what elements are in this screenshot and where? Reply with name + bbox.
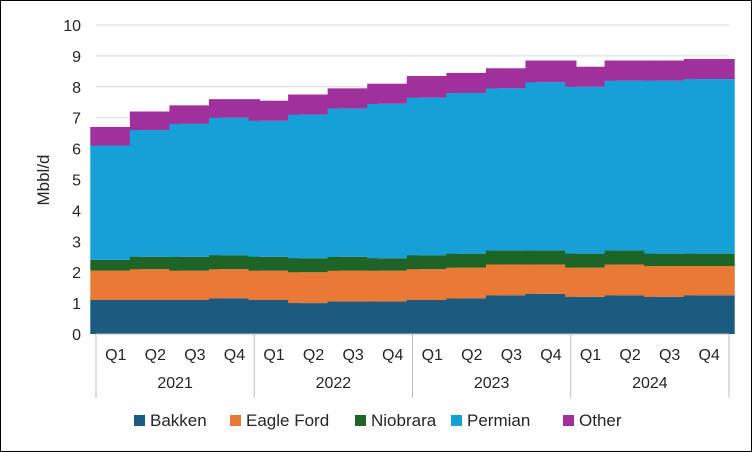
legend-label: Bakken [150,411,207,430]
legend-item-bakken: Bakken [134,411,207,430]
legend-swatch [134,415,145,426]
y-tick-label: 2 [72,265,81,282]
bar-segment-niobrara [90,259,142,271]
bar-segment-other [129,111,181,131]
x-group-label: 2024 [632,375,668,392]
x-tick-label: Q2 [461,347,482,364]
bar-segment-niobrara [169,256,221,271]
legend: Bakken Eagle Ford Niobrara Permian Other [134,411,622,430]
y-tick-label: 3 [72,234,81,251]
bar-segment-other [565,66,617,87]
y-tick-label: 8 [72,80,81,97]
y-tick-label: 6 [72,142,81,159]
legend-label: Niobrara [371,411,437,430]
legend-label: Eagle Ford [246,411,329,430]
x-tick-label: Q3 [501,347,522,364]
y-tick-label: 4 [72,203,81,220]
x-group-label: 2022 [316,375,352,392]
bar-segment-niobrara [248,256,300,271]
legend-item-eagle-ford: Eagle Ford [230,411,329,430]
y-axis-title: Mbbl/d [34,154,53,205]
legend-label: Permian [467,411,530,430]
bar-segment-other [683,58,735,80]
bar-segment-niobrara [565,253,617,268]
bar-segment-niobrara [525,250,577,265]
bar-segment-niobrara [327,256,379,271]
bar-segment-niobrara [129,256,181,270]
x-tick-label: Q1 [263,347,284,364]
x-tick-label: Q3 [184,347,205,364]
y-tick-label: 9 [72,49,81,66]
bar-segment-other [485,68,537,89]
bar-segment-niobrara [288,258,340,273]
x-tick-label: Q4 [699,347,720,364]
y-tick-label: 1 [72,296,81,313]
legend-item-niobrara: Niobrara [355,411,437,430]
x-tick-label: Q4 [224,347,245,364]
x-tick-label: Q1 [580,347,601,364]
x-tick-label: Q4 [540,347,561,364]
bar-segment-niobrara [208,255,260,270]
bar-segment-other [90,126,142,146]
bar-segment-other [446,72,498,93]
bar-segment-niobrara [446,253,498,268]
x-tick-label: Q3 [342,347,363,364]
bar-segment-other [208,99,260,118]
bar-segment-other [248,100,300,121]
bar-segment-niobrara [367,258,419,271]
legend-label: Other [579,411,622,430]
bar-segment-other [169,105,221,124]
bar-segment-niobrara [683,253,735,267]
legend-swatch [355,415,366,426]
y-tick-label: 10 [63,18,81,35]
bar-segment-other [644,60,696,81]
y-tick-label: 5 [72,173,81,190]
x-group-label: 2023 [474,375,510,392]
x-tick-label: Q1 [422,347,443,364]
x-tick-label: Q2 [619,347,640,364]
x-tick-label: Q4 [382,347,403,364]
legend-item-permian: Permian [451,411,530,430]
bar-segment-eagle-ford [683,266,735,296]
legend-swatch [563,415,574,426]
x-tick-label: Q1 [105,347,126,364]
bar-segment-niobrara [406,255,458,270]
x-axis: Q1 Q2 Q3 Q4 Q1 Q2 Q3 Q4 Q1 Q2 Q3 Q4 Q1 Q2 Q3 Q4 2021 2022… [95,333,730,398]
bar-segment-bakken [683,295,735,334]
bar-segment-other [367,83,419,104]
bar-segment-other [604,60,656,81]
y-axis-ticks: 0 1 2 3 4 5 6 7 8 9 10 [63,18,81,344]
y-tick-label: 7 [72,111,81,128]
x-tick-label: Q2 [145,347,166,364]
bar-segment-niobrara [644,253,696,267]
legend-swatch [230,415,241,426]
legend-item-other: Other [563,411,622,430]
y-tick-label: 0 [72,327,81,344]
x-group-label: 2021 [157,375,193,392]
bar-segment-permian [683,79,735,254]
bar-segment-niobrara [485,250,537,265]
x-tick-label: Q3 [659,347,680,364]
bar-segment-niobrara [604,250,656,265]
bar-segment-other [327,88,379,109]
bars [90,58,735,334]
bar-segment-other [288,94,340,115]
x-tick-label: Q2 [303,347,324,364]
legend-swatch [451,415,462,426]
bar-segment-other [406,75,458,98]
bar-segment-other [525,60,577,83]
